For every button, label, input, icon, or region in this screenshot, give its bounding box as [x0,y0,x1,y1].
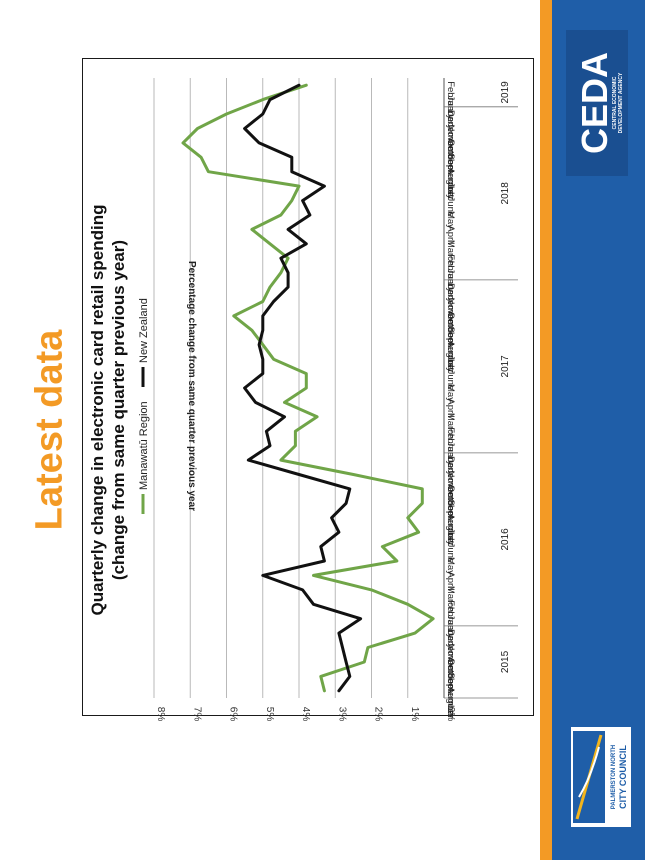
x-tick-label: February [445,427,456,465]
x-tick-label: February [445,254,456,292]
year-label: 2017 [500,355,511,378]
series-lines [181,83,435,693]
y-tick-label: 2% [373,707,384,722]
x-tick-label: June [445,370,456,391]
x-tick-label: December [445,629,456,673]
series-line-manawatu [181,83,435,693]
x-tick-label: February [445,81,456,119]
x-tick-label: July [445,182,456,199]
x-tick-label: July [445,528,456,545]
year-label: 2016 [500,528,511,551]
legend-label-new-zealand: New Zealand [138,298,150,363]
y-tick-label: 3% [336,707,347,722]
x-tick-label: June [445,543,456,564]
x-tick-label: May [445,384,456,402]
x-tick-label: April [445,571,456,590]
x-tick-label: October [445,485,456,519]
council-name-line-2: CITY COUNCIL [618,745,628,809]
x-tick-label: September [445,153,456,199]
chart-frame [82,58,534,716]
x-tick-label: May [445,211,456,229]
x-tick-label: June [445,197,456,218]
x-tick-label: August [445,687,456,717]
y-axis-label: Percentage change from same quarter prev… [186,261,197,511]
ceda-logo-text: CEDA [574,52,615,154]
accent-stripe [540,0,552,860]
x-tick-label: March [445,413,456,439]
y-tick-label: 4% [300,707,311,722]
year-label: 2018 [500,182,511,205]
y-tick-label: 5% [264,707,275,722]
ceda-logo: CEDA CENTRAL ECONOMIC DEVELOPMENT AGENCY [566,30,628,176]
x-tick-label: April [445,225,456,244]
year-label: 2015 [500,650,511,673]
ceda-tagline-2: DEVELOPMENT AGENCY [618,72,624,133]
year-labels: 2015 2016 2017 2018 2019 [443,78,518,699]
x-tick-label: March [445,586,456,612]
y-tick-label: 1% [409,707,420,722]
ceda-logo-mark: CEDA CENTRAL ECONOMIC DEVELOPMENT AGENCY [574,52,624,154]
y-tick-labels: 0% 1% 2% 3% 4% 5% 6% 7% 8% [155,707,456,722]
x-tick-label: August [445,514,456,544]
x-tick-label: May [445,557,456,575]
council-name-line-1: PALMERSTON NORTH [611,745,617,809]
x-tick-label: January [445,615,456,649]
x-tick-label: August [445,341,456,371]
legend: Manawatū Region New Zealand [138,298,150,514]
x-tick-label: January [445,96,456,130]
x-tick-label: March [445,240,456,266]
x-tick-label: November [445,471,456,515]
y-tick-label: 7% [191,707,202,722]
chart-subtitle: (change from same quarter previous year) [109,240,128,580]
x-tick-label: December [445,283,456,327]
x-tick-label: October [445,139,456,173]
y-tick-label: 6% [228,707,239,722]
x-tick-label: November [445,644,456,688]
ceda-tagline-1: CENTRAL ECONOMIC [612,76,618,129]
x-tick-label: November [445,124,456,168]
year-label: 2019 [500,81,511,104]
x-tick-label: September [445,672,456,718]
x-tick-label: December [445,456,456,500]
chart-title: Quarterly change in electronic card reta… [88,205,107,616]
series-line-new-zealand [243,83,363,693]
x-tick-label: August [445,168,456,198]
x-tick-label: September [445,499,456,545]
x-tick-label: September [445,326,456,372]
x-tick-label: February [445,600,456,638]
x-tick-label: April [445,398,456,417]
x-tick-label: July [445,355,456,372]
x-tick-label: January [445,269,456,303]
x-tick-label: December [445,110,456,154]
y-tick-label: 8% [155,707,166,722]
x-tick-label: November [445,297,456,341]
council-logo-mark: PALMERSTON NORTH CITY COUNCIL [573,731,628,823]
legend-label-manawatu: Manawatū Region [138,401,150,490]
x-tick-labels: AugustSeptemberOctoberNovemberDecemberJa… [445,81,456,719]
x-tick-label: October [445,312,456,346]
x-tick-label: October [445,658,456,692]
y-tick-label: 0% [445,707,456,722]
council-emblem-wave [578,746,600,798]
x-tick-label: January [445,442,456,476]
council-logo: PALMERSTON NORTH CITY COUNCIL [571,727,631,827]
